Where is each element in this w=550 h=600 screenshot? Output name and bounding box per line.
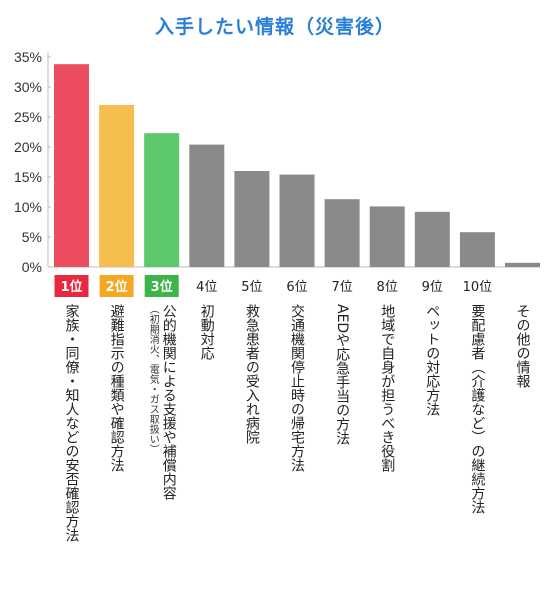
category-label: 交通機関停止時の帰宅方法 <box>289 303 305 472</box>
rank-label: 1位 <box>60 279 82 295</box>
category-label: 避難指示の種類や確認方法 <box>109 304 125 472</box>
category-label: 地域で自身が担うべき役割 <box>379 304 395 472</box>
chart-title: 入手したい情報（災害後） <box>154 16 395 38</box>
category-label: 救急患者の受入れ病院 <box>244 304 260 445</box>
rank-label: 8位 <box>377 280 398 295</box>
rank-label: 10位 <box>463 280 493 295</box>
y-tick-label: 15% <box>14 169 42 185</box>
rank-label: 3位 <box>151 279 173 295</box>
y-tick-label: 0% <box>22 259 42 275</box>
bar <box>414 211 450 267</box>
y-tick-label: 10% <box>14 199 42 215</box>
rank-label: 9位 <box>422 280 443 295</box>
bar <box>144 133 180 267</box>
y-tick-label: 30% <box>14 79 42 95</box>
y-tick-label: 5% <box>22 229 42 245</box>
y-tick-label: 20% <box>14 139 42 155</box>
category-label: ペットの対応方法 <box>424 304 440 416</box>
category-sublabel: （初期消火、電気・ガス取扱い） <box>147 304 159 454</box>
y-tick-label: 35% <box>14 49 42 65</box>
category-label: 家族・同僚・知人などの安否確認方法 <box>64 303 80 542</box>
bar <box>324 199 360 267</box>
rank-label: 2位 <box>106 279 128 295</box>
category-label: AEDや応急手当の方法 <box>334 304 350 446</box>
category-label: 初動対応 <box>199 303 215 361</box>
y-tick-label: 25% <box>14 109 42 125</box>
bar <box>99 105 135 267</box>
rank-badge <box>144 275 179 297</box>
rank-label: 5位 <box>241 280 262 295</box>
category-label: 要配慮者（介護など）の継続方法 <box>469 304 485 514</box>
bar <box>189 144 225 267</box>
bar <box>234 171 270 267</box>
bar <box>369 206 405 267</box>
bar <box>505 262 540 267</box>
category-label: 公的機関による支援や補償内容 <box>161 304 177 500</box>
category-label: その他の情報 <box>515 304 531 388</box>
rank-label: 7位 <box>331 280 352 295</box>
bar <box>459 232 495 267</box>
rank-label: 4位 <box>196 280 217 295</box>
rank-badge <box>54 275 89 297</box>
bar <box>54 64 89 267</box>
bar <box>279 174 315 267</box>
rank-label: 6位 <box>286 280 307 295</box>
rank-badge <box>99 275 134 297</box>
